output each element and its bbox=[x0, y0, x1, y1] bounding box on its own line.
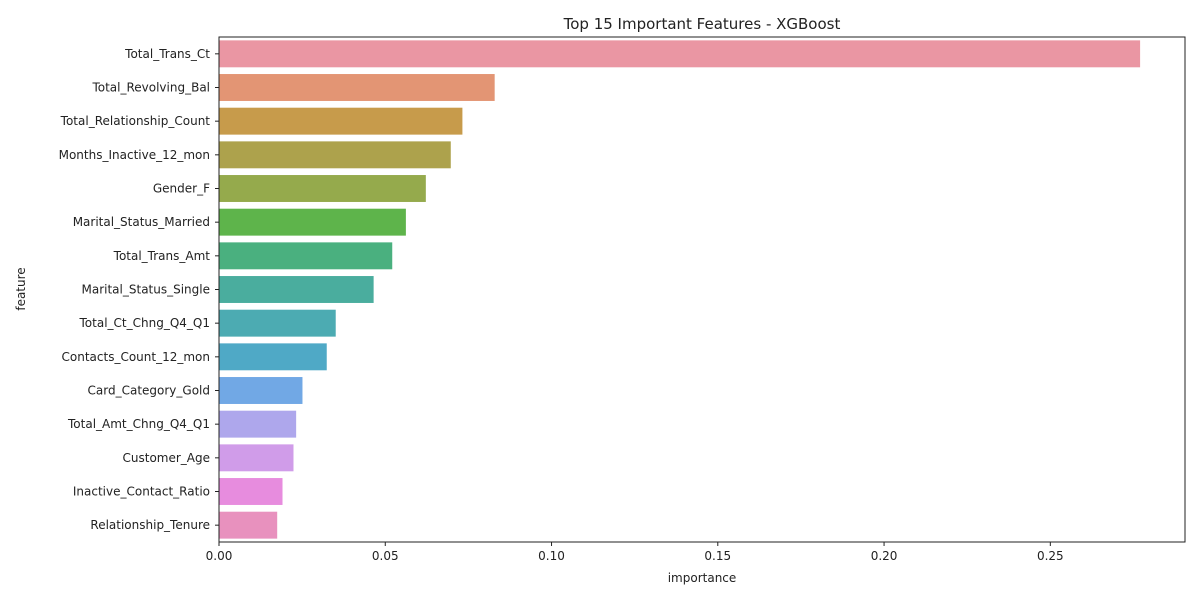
bar-total-ct-chng-q4-q1 bbox=[219, 309, 336, 337]
x-axis: 0.00 0.05 0.10 0.15 0.20 0.25 bbox=[206, 36, 1186, 563]
bars-layer bbox=[219, 40, 1141, 539]
bar-total-revolving-bal bbox=[219, 74, 495, 101]
bar-total-relationship-count bbox=[219, 107, 463, 135]
bar-customer-age bbox=[219, 444, 294, 472]
y-tick-label: Relationship_Tenure bbox=[90, 518, 210, 532]
y-tick-label: Customer_Age bbox=[123, 451, 211, 465]
y-tick-label: Total_Trans_Ct bbox=[124, 47, 210, 61]
y-tick-label: Marital_Status_Married bbox=[73, 215, 210, 229]
y-tick-label: Inactive_Contact_Ratio bbox=[73, 485, 210, 499]
y-tick-label: Marital_Status_Single bbox=[82, 283, 211, 297]
bar-marital-status-married bbox=[219, 208, 406, 236]
bar-inactive-contact-ratio bbox=[219, 478, 283, 505]
y-tick-label: Total_Relationship_Count bbox=[60, 114, 211, 128]
chart-title: Top 15 Important Features - XGBoost bbox=[563, 15, 841, 33]
bar-relationship-tenure bbox=[219, 511, 278, 539]
y-tick-label: Contacts_Count_12_mon bbox=[62, 350, 210, 364]
x-tick-label: 0.20 bbox=[871, 549, 898, 563]
y-tick-label: Gender_F bbox=[153, 182, 210, 196]
x-tick-label: 0.25 bbox=[1037, 549, 1064, 563]
x-tick-label: 0.05 bbox=[372, 549, 399, 563]
bar-total-amt-chng-q4-q1 bbox=[219, 410, 297, 438]
bar-contacts-count-12-mon bbox=[219, 343, 327, 371]
y-tick-label: Months_Inactive_12_mon bbox=[59, 148, 210, 162]
y-tick-label: Card_Category_Gold bbox=[88, 384, 210, 398]
x-tick-label: 0.10 bbox=[538, 549, 565, 563]
y-axis-title: feature bbox=[14, 267, 28, 310]
bar-gender-f bbox=[219, 175, 426, 202]
y-tick-label: Total_Amt_Chng_Q4_Q1 bbox=[67, 417, 210, 431]
y-tick-label: Total_Trans_Amt bbox=[113, 249, 211, 263]
y-tick-label: Total_Revolving_Bal bbox=[91, 81, 210, 95]
x-axis-title: importance bbox=[668, 571, 737, 585]
bar-total-trans-amt bbox=[219, 242, 393, 270]
bar-card-category-gold bbox=[219, 377, 303, 404]
bar-total-trans-ct bbox=[219, 40, 1141, 68]
bar-marital-status-single bbox=[219, 276, 374, 303]
y-axis: Total_Trans_Ct Total_Revolving_Bal Total_R… bbox=[59, 47, 219, 532]
bar-months-inactive-12-mon bbox=[219, 141, 451, 169]
x-tick-label: 0.15 bbox=[704, 549, 731, 563]
y-tick-label: Total_Ct_Chng_Q4_Q1 bbox=[79, 316, 210, 330]
plot-frame bbox=[218, 36, 1186, 543]
x-tick-label: 0.00 bbox=[206, 549, 233, 563]
